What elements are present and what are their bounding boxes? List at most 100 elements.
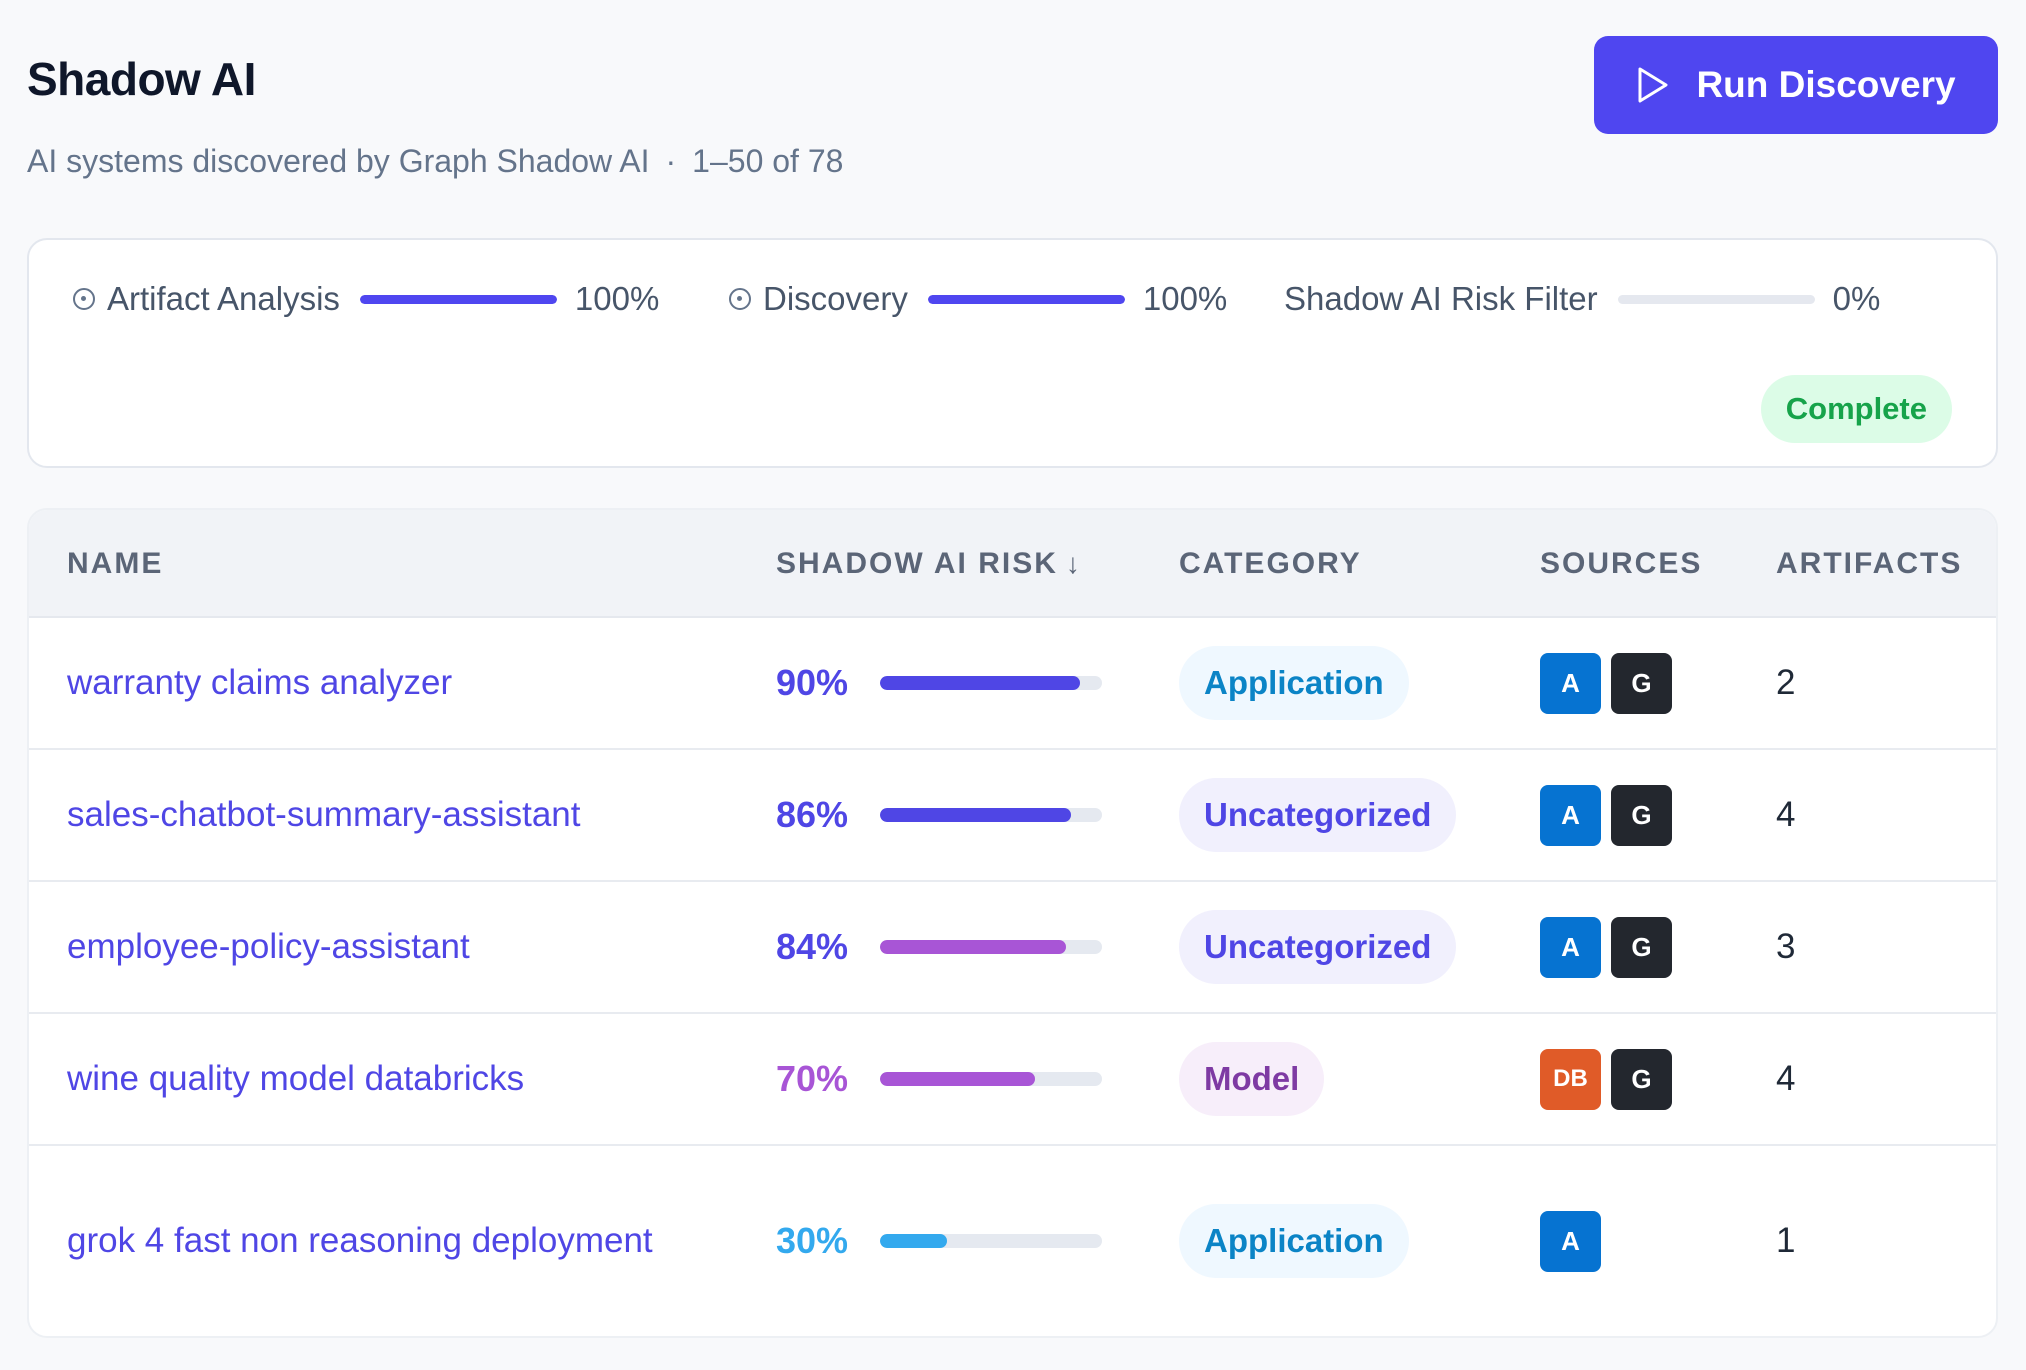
- artifact-count: 1: [1776, 1221, 1796, 1260]
- shadow-ai-table: NAME SHADOW AI RISK ↓ CATEGORY SOURCES A…: [27, 508, 1998, 1338]
- risk-value: 30%: [776, 1220, 849, 1261]
- risk-bar-fill: [880, 1234, 947, 1248]
- clock-icon: [73, 288, 95, 310]
- table-row[interactable]: employee-policy-assistant 84% Uncategori…: [29, 882, 1996, 1014]
- source-badge-github: G: [1611, 1048, 1672, 1110]
- category-cell: Model: [1179, 1014, 1325, 1144]
- risk-bar-fill: [880, 1072, 1036, 1086]
- risk-bar-fill: [880, 940, 1067, 954]
- category-pill: Application: [1179, 646, 1409, 720]
- subtitle-separator: ·: [665, 143, 677, 179]
- run-discovery-button[interactable]: Run Discovery: [1594, 36, 1998, 134]
- category-pill: Model: [1179, 1042, 1325, 1116]
- risk-bar: [880, 676, 1102, 690]
- name-cell: sales-chatbot-summary-assistant: [67, 750, 747, 880]
- category-pill: Application: [1179, 1204, 1409, 1278]
- artifact-count: 4: [1776, 795, 1796, 834]
- system-name-link[interactable]: employee-policy-assistant: [67, 927, 470, 966]
- risk-bar: [880, 1234, 1102, 1248]
- table-row[interactable]: wine quality model databricks 70% Model …: [29, 1014, 1996, 1146]
- category-cell: Application: [1179, 1146, 1409, 1336]
- result-range: 1–50 of 78: [692, 143, 844, 179]
- name-cell: warranty claims analyzer: [67, 618, 747, 748]
- name-cell: wine quality model databricks: [67, 1014, 747, 1144]
- column-header-sources[interactable]: SOURCES: [1540, 547, 1703, 580]
- source-badge-azure: A: [1540, 784, 1601, 846]
- sources-cell: DB G: [1540, 1014, 1672, 1144]
- risk-bar: [880, 808, 1102, 822]
- source-badge-azure: A: [1540, 1210, 1601, 1272]
- source-badges: DB G: [1540, 1048, 1672, 1110]
- risk-cell: 30%: [776, 1146, 1102, 1336]
- source-badge-databricks: DB: [1540, 1048, 1601, 1110]
- artifacts-cell: 4: [1776, 750, 1795, 880]
- stage-label: Discovery: [763, 280, 908, 317]
- system-name-link[interactable]: warranty claims analyzer: [67, 663, 453, 702]
- risk-bar-fill: [880, 808, 1071, 822]
- artifacts-cell: 1: [1776, 1146, 1795, 1336]
- status-badge: Complete: [1760, 375, 1952, 443]
- table-row[interactable]: grok 4 fast non reasoning deployment 30%…: [29, 1146, 1996, 1336]
- category-cell: Uncategorized: [1179, 882, 1457, 1012]
- stage-progress-bar: [359, 294, 557, 304]
- source-badges: A: [1540, 1210, 1601, 1272]
- source-badge-azure: A: [1540, 652, 1601, 714]
- stage-percent: 100%: [1142, 280, 1228, 317]
- subtitle-text: AI systems discovered by Graph Shadow AI: [27, 143, 650, 179]
- risk-cell: 90%: [776, 618, 1102, 748]
- discovery-progress-card: Artifact Analysis 100% Discovery 100% Sh…: [27, 238, 1998, 468]
- category-pill: Uncategorized: [1179, 778, 1457, 852]
- sources-cell: A: [1540, 1146, 1601, 1336]
- stage-artifact-analysis: Artifact Analysis 100%: [73, 276, 659, 322]
- stage-discovery: Discovery 100%: [729, 276, 1227, 322]
- risk-cell: 84%: [776, 882, 1102, 1012]
- name-cell: employee-policy-assistant: [67, 882, 747, 1012]
- name-cell: grok 4 fast non reasoning deployment: [67, 1146, 747, 1336]
- category-cell: Uncategorized: [1179, 750, 1457, 880]
- column-header-risk-label: SHADOW AI RISK: [776, 547, 1058, 580]
- risk-value: 70%: [776, 1058, 849, 1099]
- artifacts-cell: 3: [1776, 882, 1795, 1012]
- artifacts-cell: 2: [1776, 618, 1795, 748]
- risk-value: 86%: [776, 794, 849, 835]
- source-badge-github: G: [1611, 652, 1672, 714]
- system-name-link[interactable]: sales-chatbot-summary-assistant: [67, 795, 581, 834]
- risk-bar-fill: [880, 676, 1080, 690]
- artifact-count: 2: [1776, 663, 1796, 702]
- stage-shadow-ai-risk-filter: Shadow AI Risk Filter 0%: [1284, 276, 1880, 322]
- risk-bar: [880, 940, 1102, 954]
- risk-cell: 70%: [776, 1014, 1102, 1144]
- table-row[interactable]: warranty claims analyzer 90% Application…: [29, 618, 1996, 750]
- column-header-name[interactable]: NAME: [67, 547, 164, 580]
- stage-percent: 100%: [574, 280, 660, 317]
- column-header-category[interactable]: CATEGORY: [1179, 547, 1362, 580]
- source-badge-github: G: [1611, 916, 1672, 978]
- risk-value: 90%: [776, 662, 849, 703]
- run-discovery-label: Run Discovery: [1696, 64, 1956, 105]
- page-title: Shadow AI: [27, 53, 256, 105]
- stage-label: Artifact Analysis: [107, 280, 340, 317]
- stage-label: Shadow AI Risk Filter: [1284, 280, 1598, 317]
- system-name-link[interactable]: wine quality model databricks: [67, 1059, 525, 1098]
- table-body: warranty claims analyzer 90% Application…: [29, 618, 1996, 1336]
- artifact-count: 3: [1776, 927, 1796, 966]
- stage-percent: 0%: [1832, 280, 1881, 317]
- table-row[interactable]: sales-chatbot-summary-assistant 86% Unca…: [29, 750, 1996, 882]
- stage-progress-fill: [927, 294, 1125, 304]
- risk-value: 84%: [776, 926, 849, 967]
- source-badge-azure: A: [1540, 916, 1601, 978]
- sort-descending-icon: ↓: [1065, 548, 1082, 579]
- risk-cell: 86%: [776, 750, 1102, 880]
- system-name-link[interactable]: grok 4 fast non reasoning deployment: [67, 1221, 653, 1260]
- column-header-risk[interactable]: SHADOW AI RISK ↓: [776, 510, 1082, 618]
- column-header-artifacts[interactable]: ARTIFACTS: [1776, 547, 1963, 580]
- artifact-count: 4: [1776, 1059, 1796, 1098]
- stage-progress-bar: [927, 294, 1125, 304]
